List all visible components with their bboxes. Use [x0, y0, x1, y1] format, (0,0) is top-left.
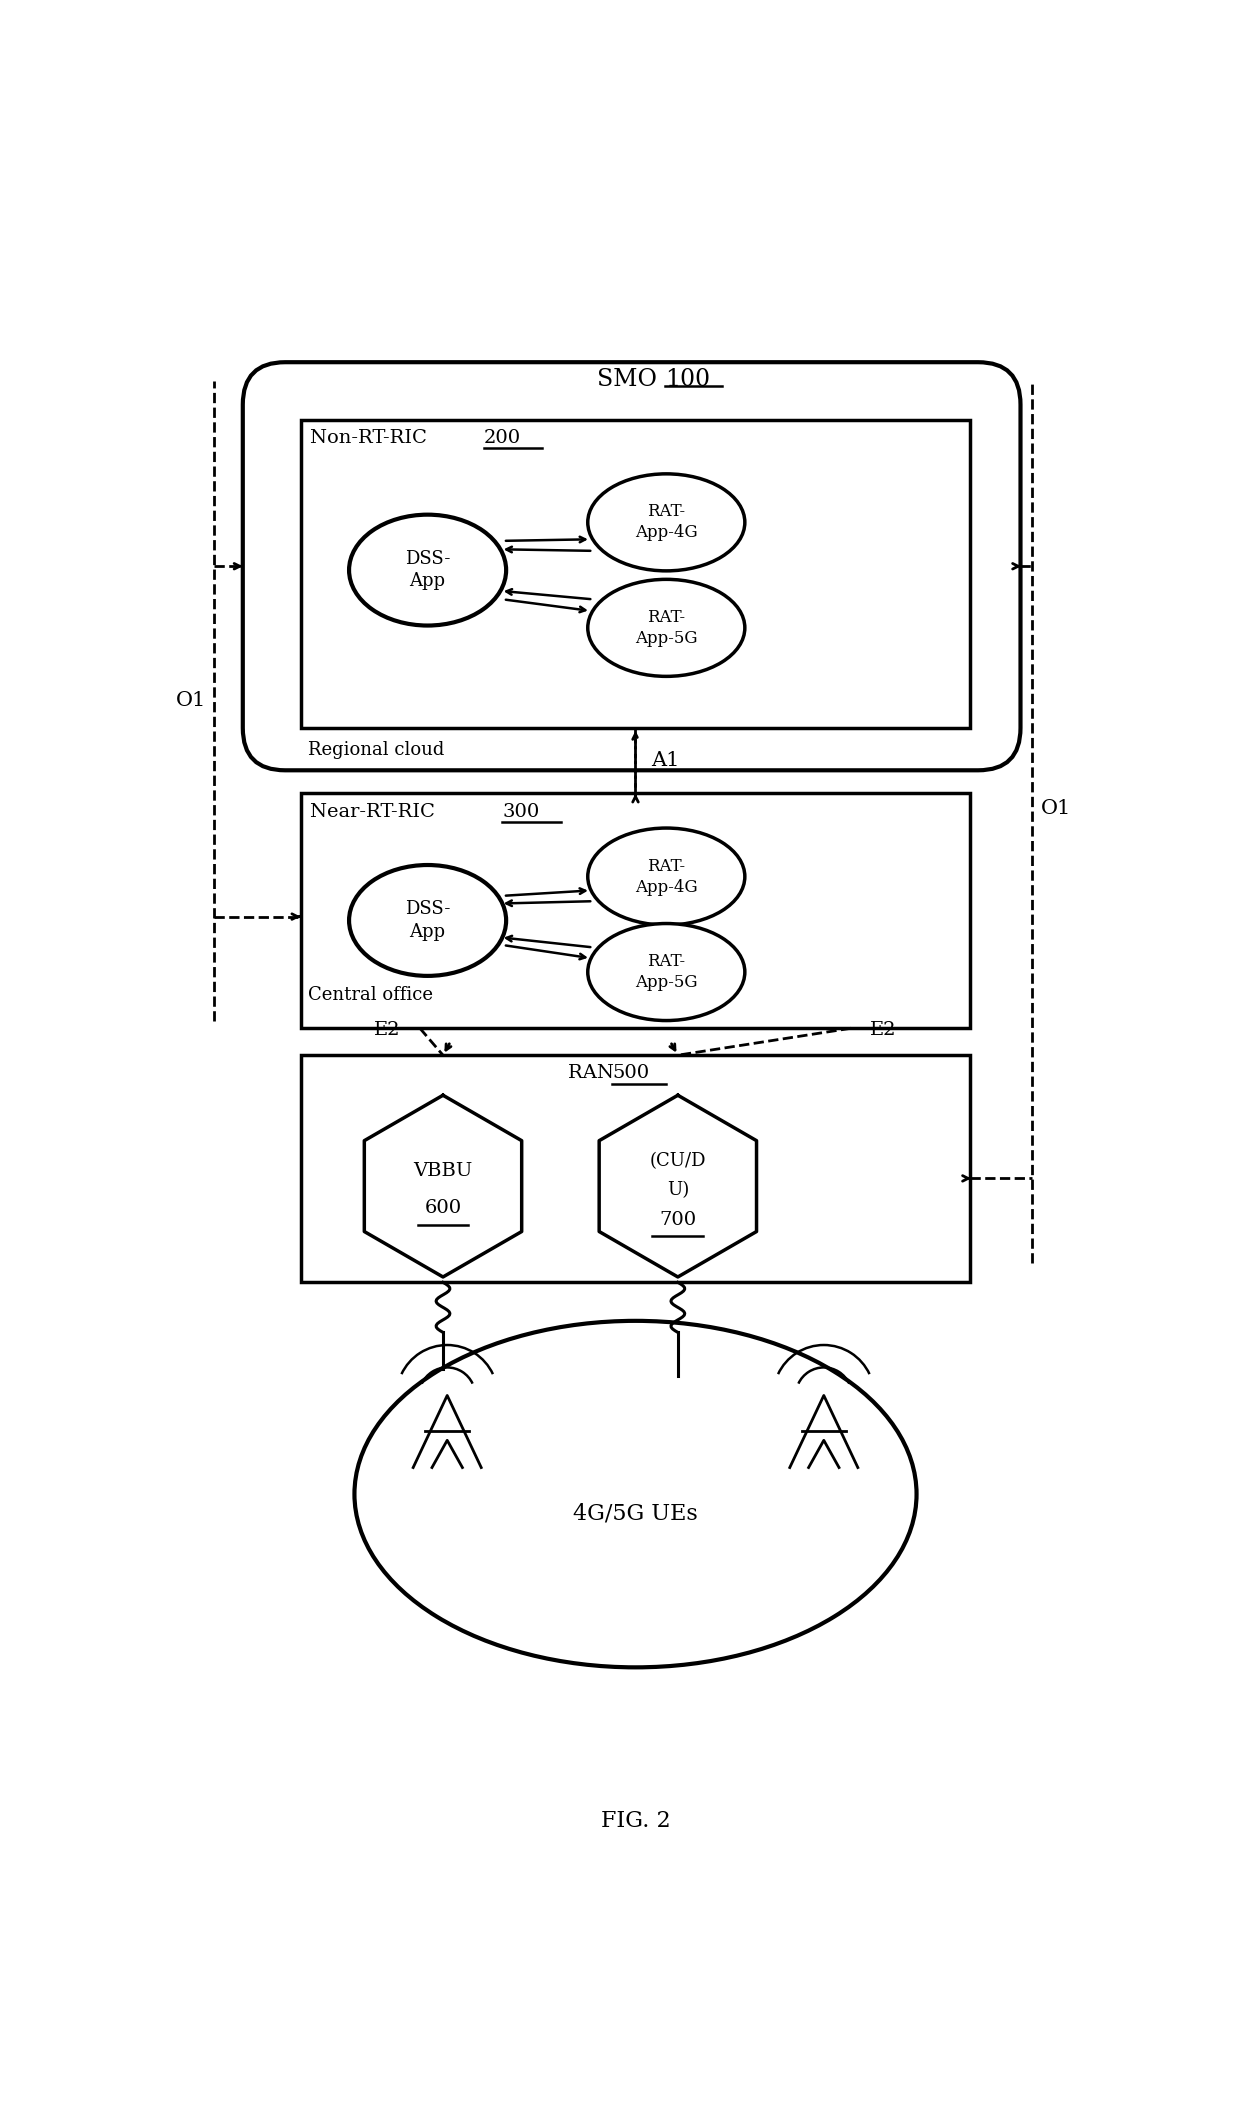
Text: 100: 100	[665, 369, 709, 392]
Text: A1: A1	[651, 750, 680, 770]
Ellipse shape	[350, 865, 506, 975]
Text: RAT-
App-4G: RAT- App-4G	[635, 502, 698, 541]
Text: 500: 500	[613, 1064, 650, 1083]
Text: VBBU: VBBU	[413, 1162, 472, 1179]
Bar	[300, 793, 971, 1028]
Text: O1: O1	[1042, 799, 1071, 818]
Text: E2: E2	[870, 1022, 897, 1039]
Ellipse shape	[350, 515, 506, 625]
Text: U): U)	[667, 1181, 689, 1200]
Text: 4G/5G UEs: 4G/5G UEs	[573, 1503, 698, 1524]
Text: Central office: Central office	[309, 986, 433, 1003]
Ellipse shape	[588, 579, 745, 676]
Text: Regional cloud: Regional cloud	[309, 740, 445, 759]
Bar	[300, 420, 971, 727]
Text: E2: E2	[374, 1022, 401, 1039]
Text: 200: 200	[484, 428, 521, 447]
Text: DSS-
App: DSS- App	[405, 901, 450, 941]
Text: O1: O1	[176, 691, 206, 710]
Ellipse shape	[588, 829, 745, 924]
Text: RAN: RAN	[568, 1064, 620, 1083]
FancyBboxPatch shape	[243, 363, 1021, 770]
Text: RAT-
App-5G: RAT- App-5G	[635, 608, 698, 647]
Bar	[300, 1056, 971, 1283]
Text: FIG. 2: FIG. 2	[600, 1810, 671, 1832]
Ellipse shape	[355, 1321, 916, 1666]
Text: DSS-
App: DSS- App	[405, 549, 450, 589]
Text: 600: 600	[424, 1198, 461, 1217]
Text: Non-RT-RIC: Non-RT-RIC	[310, 428, 433, 447]
Text: (CU/D: (CU/D	[650, 1151, 706, 1170]
Text: RAT-
App-5G: RAT- App-5G	[635, 954, 698, 990]
Text: Near-RT-RIC: Near-RT-RIC	[310, 803, 441, 820]
Text: 700: 700	[660, 1211, 697, 1230]
Text: 300: 300	[502, 803, 539, 820]
Ellipse shape	[588, 924, 745, 1020]
Text: SMO: SMO	[596, 369, 665, 392]
Text: RAT-
App-4G: RAT- App-4G	[635, 859, 698, 895]
Ellipse shape	[588, 475, 745, 570]
